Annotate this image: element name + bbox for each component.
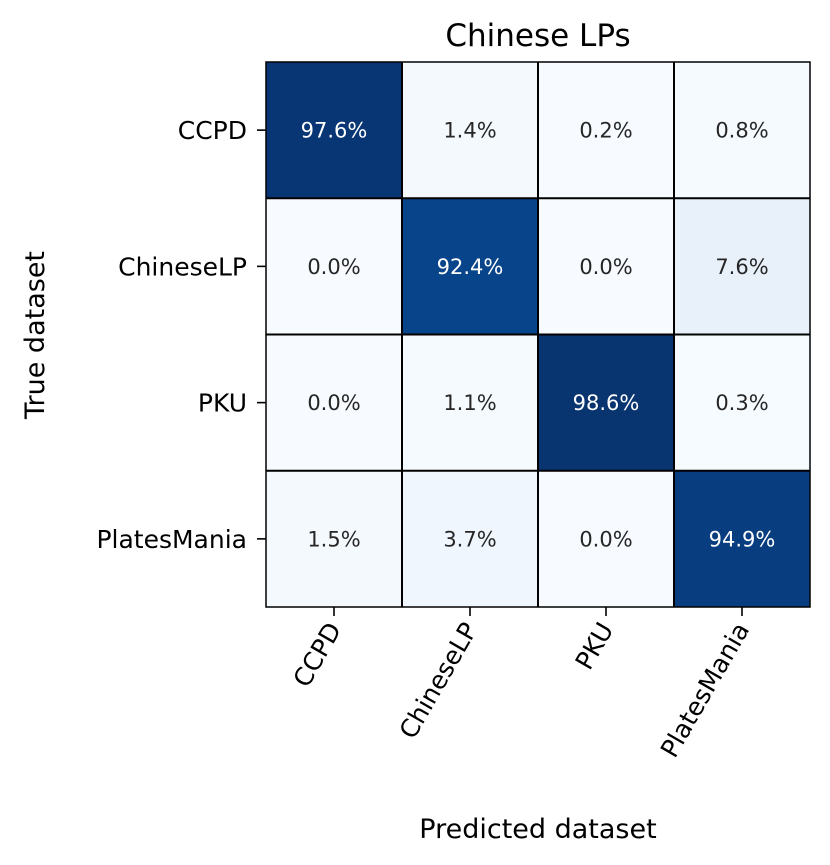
- heatmap-cell-r3-c2: [538, 470, 674, 607]
- heatmap-cell-r0-c1: [402, 62, 538, 199]
- cell-value-label-r0-c1: 1.4%: [443, 119, 496, 143]
- heatmap-cell-r1-c3: [674, 198, 810, 335]
- cell-value-label-r2-c2: 98.6%: [573, 391, 640, 415]
- cell-value-label-r0-c3: 0.8%: [715, 119, 768, 143]
- heatmap-cell-r2-c3: [674, 334, 810, 471]
- heatmap-cell-r2-c1: [402, 334, 538, 471]
- cell-value-label-r1-c0: 0.0%: [307, 255, 360, 279]
- cell-value-label-r2-c3: 0.3%: [715, 391, 768, 415]
- heatmap-cell-r2-c0: [266, 334, 402, 471]
- x-axis-label: Predicted dataset: [419, 814, 656, 845]
- y-tick-label-pku: PKU: [198, 389, 247, 418]
- heatmap-cell-r1-c2: [538, 198, 674, 335]
- heatmap-cell-r3-c1: [402, 470, 538, 607]
- heatmap-cell-r0-c0: [266, 62, 402, 199]
- heatmap-cells: 97.6% 1.4% 0.2% 0.8% 0.0% 92.4% 0.0% 7.6% 0.0% 1.…: [266, 62, 810, 607]
- heatmap-cell-r2-c2: [538, 334, 674, 471]
- cell-value-label-r0-c0: 97.6%: [301, 119, 368, 143]
- cell-value-label-r1-c1: 92.4%: [437, 255, 504, 279]
- y-axis-ticks: CCPD ChineseLP PKU PlatesMania: [96, 116, 266, 554]
- y-tick-label-chineselp: ChineseLP: [118, 252, 247, 281]
- x-axis-ticks: CCPD ChineseLP PKU PlatesMania: [287, 607, 755, 762]
- heatmap-cell-r1-c1: [402, 198, 538, 335]
- cell-value-label-r1-c2: 0.0%: [579, 255, 632, 279]
- y-tick-label-ccpd: CCPD: [178, 116, 247, 145]
- cell-value-label-r0-c2: 0.2%: [579, 119, 632, 143]
- x-tick-label-pku: PKU: [570, 618, 620, 675]
- plot-frame: [265, 61, 811, 608]
- y-tick-label-platesmania: PlatesMania: [96, 525, 247, 554]
- cell-value-label-r3-c1: 3.7%: [443, 527, 496, 551]
- heatmap-cell-r3-c0: [266, 470, 402, 607]
- cell-value-label-r2-c0: 0.0%: [307, 391, 360, 415]
- heatmap-cell-r0-c3: [674, 62, 810, 199]
- cell-value-label-r3-c3: 94.9%: [709, 527, 776, 551]
- heatmap-cell-r1-c0: [266, 198, 402, 335]
- cell-value-label-r2-c1: 1.1%: [443, 391, 496, 415]
- heatmap-cell-r3-c3: [674, 470, 810, 607]
- y-axis-label: True dataset: [20, 251, 51, 420]
- x-tick-label-platesmania: PlatesMania: [655, 618, 755, 763]
- cell-value-label-r1-c3: 7.6%: [715, 255, 768, 279]
- cell-borders: [266, 62, 810, 607]
- heatmap-cell-r0-c2: [538, 62, 674, 199]
- chart-title: Chinese LPs: [445, 18, 630, 54]
- cell-value-label-r3-c2: 0.0%: [579, 527, 632, 551]
- x-tick-label-ccpd: CCPD: [287, 618, 347, 692]
- x-tick-label-chineselp: ChineseLP: [394, 618, 484, 744]
- cell-value-label-r3-c0: 1.5%: [307, 527, 360, 551]
